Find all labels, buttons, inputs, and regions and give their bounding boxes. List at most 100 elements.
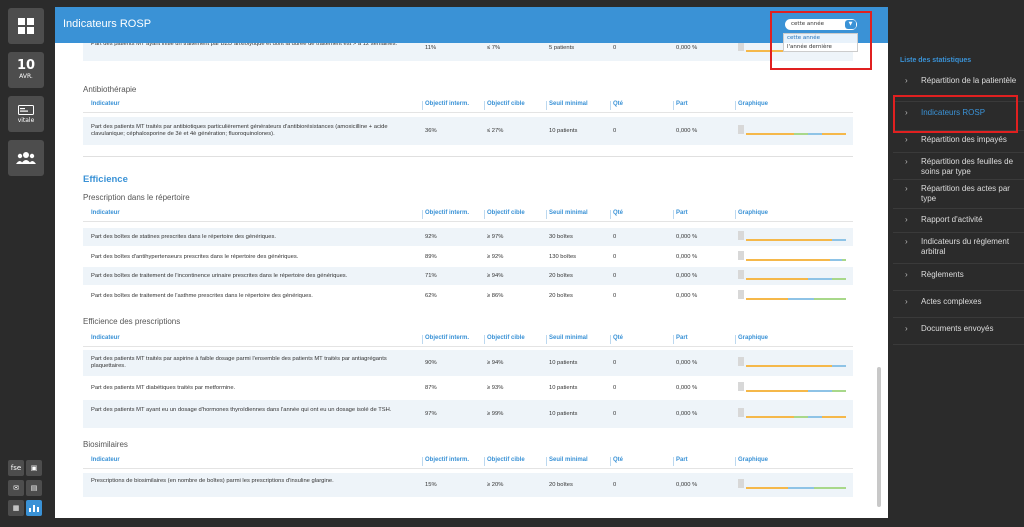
statistics-list-item[interactable]: › Répartition des actes par type bbox=[893, 184, 1024, 206]
cell-obj-interm: 90% bbox=[425, 360, 437, 366]
column-header[interactable]: Part bbox=[676, 101, 688, 107]
column-header[interactable]: Qté bbox=[613, 210, 624, 216]
cell-obj-interm: 71% bbox=[425, 273, 437, 279]
graph-marker bbox=[738, 290, 744, 299]
statistics-list-item[interactable]: › Actes complexes bbox=[893, 297, 1024, 319]
calculator-button[interactable]: ▦ bbox=[8, 500, 24, 516]
indicator-graph bbox=[738, 290, 850, 302]
print-icon: ▣ bbox=[30, 464, 38, 472]
column-header[interactable]: Seuil minimal bbox=[549, 335, 588, 341]
fse-label: fse bbox=[10, 464, 22, 472]
column-header[interactable]: Part bbox=[676, 457, 688, 463]
chevron-down-icon[interactable]: ▼ bbox=[845, 20, 856, 29]
column-header[interactable]: Graphique bbox=[738, 210, 769, 216]
statistics-list-item-label: Rapport d'activité bbox=[921, 215, 983, 224]
column-header[interactable]: Seuil minimal bbox=[549, 457, 588, 463]
cell-seuil: 10 patients bbox=[549, 411, 578, 417]
table-row[interactable]: Part des patients MT traités par aspirin… bbox=[83, 350, 853, 376]
column-header[interactable]: Part bbox=[676, 210, 688, 216]
year-select[interactable]: cette année ▼ bbox=[785, 19, 857, 30]
column-header[interactable]: Objectif cible bbox=[487, 210, 525, 216]
column-header[interactable]: Qté bbox=[613, 457, 624, 463]
dashboard-button[interactable] bbox=[8, 8, 44, 44]
table-row[interactable]: Part des patients MT diabétiques traités… bbox=[83, 379, 853, 397]
year-option[interactable]: l'année dernière bbox=[787, 44, 832, 50]
column-separator bbox=[422, 457, 423, 466]
column-header[interactable]: Qté bbox=[613, 335, 624, 341]
date-button[interactable]: 10 AVR. bbox=[8, 52, 44, 88]
statistics-list-item-label: Actes complexes bbox=[921, 297, 982, 306]
column-separator bbox=[484, 335, 485, 344]
table-row[interactable]: Part des boîtes de traitement de l'asthm… bbox=[83, 287, 853, 305]
column-header[interactable]: Objectif interm. bbox=[425, 210, 470, 216]
statistics-list-item[interactable]: › Répartition de la patientèle bbox=[893, 76, 1024, 98]
column-header[interactable]: Graphique bbox=[738, 335, 769, 341]
column-separator bbox=[484, 210, 485, 219]
cell-obj-interm: 62% bbox=[425, 293, 437, 299]
divider bbox=[83, 156, 853, 157]
table-row[interactable]: Part des boîtes d'antihypertenseurs pres… bbox=[83, 248, 853, 266]
column-header[interactable]: Indicateur bbox=[91, 335, 120, 341]
column-header[interactable]: Graphique bbox=[738, 457, 769, 463]
statistics-button[interactable] bbox=[26, 500, 42, 516]
statistics-list-item[interactable]: › Répartition des impayés bbox=[893, 135, 1024, 157]
column-header[interactable]: Qté bbox=[613, 101, 624, 107]
indicator-graph bbox=[738, 408, 850, 420]
statistics-list-item[interactable]: › Répartition des feuilles de soins par t… bbox=[893, 157, 1024, 179]
graph-marker bbox=[738, 408, 744, 417]
column-header[interactable]: Objectif cible bbox=[487, 335, 525, 341]
column-header[interactable]: Objectif interm. bbox=[425, 335, 470, 341]
column-header[interactable]: Objectif cible bbox=[487, 457, 525, 463]
column-header[interactable]: Objectif cible bbox=[487, 101, 525, 107]
content-area[interactable]: Part des patients MT ayant initié un tra… bbox=[55, 43, 873, 518]
column-header[interactable]: Seuil minimal bbox=[549, 101, 588, 107]
statistics-list-item[interactable]: › Indicateurs ROSP bbox=[893, 108, 1024, 130]
column-separator bbox=[673, 457, 674, 466]
column-header[interactable]: Graphique bbox=[738, 101, 769, 107]
statistics-list-item[interactable]: › Règlements bbox=[893, 270, 1024, 292]
document-button[interactable]: ▤ bbox=[26, 480, 42, 496]
statistics-list-item[interactable]: › Documents envoyés bbox=[893, 324, 1024, 346]
column-header[interactable]: Indicateur bbox=[91, 210, 120, 216]
chevron-right-icon: › bbox=[905, 237, 908, 246]
column-header[interactable]: Objectif interm. bbox=[425, 101, 470, 107]
print-button[interactable]: ▣ bbox=[26, 460, 42, 476]
statistics-list-item[interactable]: › Indicateurs du règlement arbitral bbox=[893, 237, 1024, 259]
graph-segment bbox=[788, 487, 814, 489]
indicator-graph bbox=[738, 357, 850, 369]
graph-segment bbox=[832, 365, 846, 367]
scrollbar[interactable] bbox=[877, 367, 881, 507]
graph-segment bbox=[808, 133, 822, 135]
column-header[interactable]: Indicateur bbox=[91, 101, 120, 107]
calculator-icon: ▦ bbox=[12, 504, 20, 512]
table-row[interactable]: Part des patients MT traités par antibio… bbox=[83, 117, 853, 145]
column-separator bbox=[735, 457, 736, 466]
left-toolbar: 10 AVR. vitale fse ▣ ✉ ▤ ▦ bbox=[0, 0, 50, 527]
patients-button[interactable] bbox=[8, 140, 44, 176]
cell-obj-interm: 15% bbox=[425, 482, 437, 488]
column-header[interactable]: Part bbox=[676, 335, 688, 341]
cell-obj-cible: ≥ 92% bbox=[487, 254, 504, 260]
vitale-button[interactable]: vitale bbox=[8, 96, 44, 132]
cell-qte: 0 bbox=[613, 385, 617, 391]
table-row[interactable]: Part des boîtes de traitement de l'incon… bbox=[83, 267, 853, 285]
year-option[interactable]: cette année bbox=[784, 34, 857, 43]
cell-seuil: 5 patients bbox=[549, 45, 575, 51]
table-row[interactable]: Part des patients MT ayant eu un dosage … bbox=[83, 400, 853, 428]
cell-qte: 0 bbox=[613, 234, 617, 240]
date-day: 10 bbox=[16, 58, 36, 73]
cell-part: 0,000 % bbox=[676, 360, 698, 366]
column-header[interactable]: Seuil minimal bbox=[549, 210, 588, 216]
table-row[interactable]: Part des patients MT ayant initié un tra… bbox=[83, 43, 853, 61]
indicator-graph bbox=[738, 231, 850, 243]
table-row[interactable]: Part des boîtes de statines prescrites d… bbox=[83, 228, 853, 246]
cell-part: 0,000 % bbox=[676, 411, 698, 417]
mail-button[interactable]: ✉ bbox=[8, 480, 24, 496]
graph-segment bbox=[746, 259, 830, 261]
column-header[interactable]: Objectif interm. bbox=[425, 457, 470, 463]
table-row[interactable]: Prescriptions de biosimilaires (en nombr… bbox=[83, 473, 853, 497]
statistics-list-item[interactable]: › Rapport d'activité bbox=[893, 215, 1024, 237]
fse-button[interactable]: fse bbox=[8, 460, 24, 476]
cell-part: 0,000 % bbox=[676, 45, 698, 51]
column-header[interactable]: Indicateur bbox=[91, 457, 120, 463]
